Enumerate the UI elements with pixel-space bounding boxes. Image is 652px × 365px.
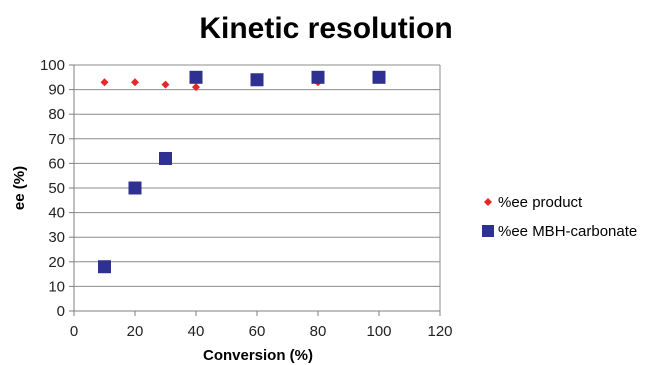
y-tick-label: 80 [48, 106, 65, 123]
legend-marker [482, 225, 494, 237]
y-axis-title: ee (%) [11, 166, 28, 210]
y-tick-label: 70 [48, 131, 65, 148]
y-tick-label: 40 [48, 205, 65, 222]
y-tick-label: 100 [40, 57, 65, 74]
y-tick-label: 0 [57, 303, 65, 320]
x-tick-label: 120 [427, 323, 452, 340]
legend: %ee product %ee MBH-carbonate [482, 194, 637, 240]
mbh-carbonate-point [159, 151, 172, 165]
y-tick-label: 20 [48, 254, 65, 271]
y-tick-label: 10 [48, 278, 65, 295]
y-tick-label: 30 [48, 229, 65, 246]
product-point [192, 83, 200, 92]
x-tick-label: 0 [70, 323, 78, 340]
y-tick-label: 50 [48, 180, 65, 197]
y-tick-label: 90 [48, 82, 65, 99]
x-axis-title: Conversion (%) [203, 347, 313, 364]
x-tick-label: 40 [188, 323, 205, 340]
gridlines [74, 64, 441, 311]
mbh-carbonate-point [372, 70, 386, 84]
y-tick-label: 60 [48, 155, 65, 172]
x-tick-label: 100 [366, 323, 391, 340]
data-points [98, 70, 386, 274]
x-tick-label: 80 [310, 323, 327, 340]
mbh-carbonate-point [98, 260, 111, 274]
axes [69, 64, 441, 316]
legend-marker [484, 198, 492, 206]
mbh-carbonate-point [250, 73, 264, 87]
x-tick-label: 60 [249, 323, 266, 340]
mbh-carbonate-point [311, 70, 325, 84]
legend-label: %ee product [498, 194, 583, 211]
product-point [161, 80, 170, 89]
product-point [131, 78, 139, 87]
x-tick-labels: 0 20 40 60 80 100 120 [70, 323, 453, 340]
product-point [100, 78, 109, 87]
chart-title: Kinetic resolution [199, 12, 452, 45]
mbh-carbonate-point [128, 181, 142, 195]
y-tick-labels: 0 10 20 30 40 50 60 70 80 90 100 [40, 57, 65, 320]
x-tick-label: 20 [127, 323, 144, 340]
mbh-carbonate-point [189, 70, 203, 84]
legend-label: %ee MBH-carbonate [498, 223, 637, 240]
